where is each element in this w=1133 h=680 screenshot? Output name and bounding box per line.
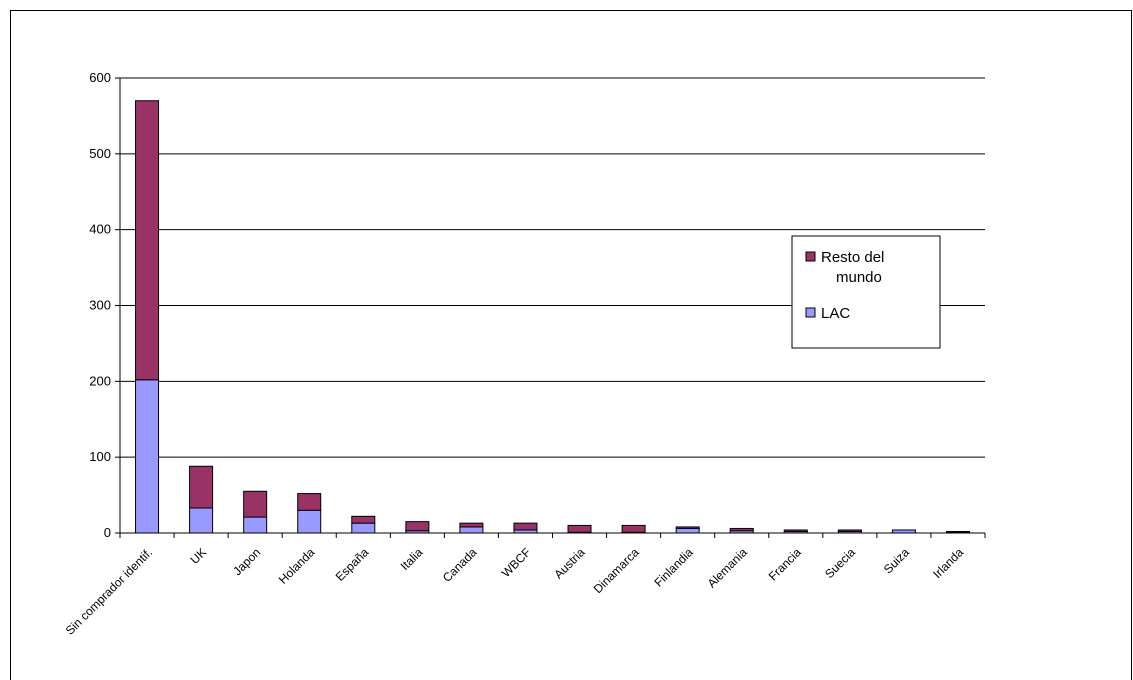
gridlines [120, 77, 985, 458]
bar-segment-lac [459, 526, 484, 534]
bar-segment-lac [297, 509, 322, 534]
bar-segment-resto-del-mundo [459, 522, 484, 528]
y-tick-label: 400 [89, 222, 111, 237]
y-tick-label: 500 [89, 146, 111, 161]
x-tick-label: Suecia [822, 545, 858, 581]
x-tick-label: España [333, 545, 372, 584]
bar-segment-resto-del-mundo [351, 515, 376, 524]
y-tick-label: 200 [89, 373, 111, 388]
bar-segment-resto-del-mundo [783, 529, 808, 532]
bar-segment-lac [135, 379, 160, 534]
legend-label-resto-line1: Resto del [821, 249, 884, 266]
y-tick-label: 300 [89, 298, 111, 313]
x-tick-label: Japon [230, 545, 263, 578]
bar-segment-resto-del-mundo [567, 524, 592, 533]
legend-swatch-lac [805, 307, 816, 318]
x-tick-label: Canada [440, 545, 480, 585]
bar-segment-resto-del-mundo [513, 522, 538, 531]
bar-segment-resto-del-mundo [243, 490, 268, 518]
x-tick-label: Austria [551, 545, 588, 582]
y-axis-ticks: 0 100 200 300 400 500 600 [89, 70, 120, 540]
x-axis-ticks: Sin comprador identif. UK Japon Holanda Espa… [63, 533, 986, 638]
x-tick-label: Alemania [705, 545, 751, 591]
x-tick-label: Italia [398, 545, 426, 573]
bar-segment-resto-del-mundo [297, 493, 322, 511]
bar-segment-lac [675, 527, 700, 534]
x-tick-label: Finlandia [651, 545, 696, 590]
x-tick-label: Suiza [881, 545, 912, 576]
x-tick-label: WBCF [499, 545, 534, 580]
x-tick-label: UK [188, 545, 210, 567]
bar-segment-resto-del-mundo [945, 530, 970, 533]
bar-segment-resto-del-mundo [405, 521, 430, 532]
x-tick-label: Dinamarca [591, 545, 642, 596]
legend: Resto del mundo LAC [791, 235, 941, 349]
legend-label-lac: LAC [821, 305, 850, 322]
y-tick-label: 0 [104, 525, 111, 540]
bar-segment-lac [189, 507, 214, 534]
legend-swatch-resto-del-mundo [805, 251, 816, 262]
x-tick-label: Irlanda [930, 545, 966, 581]
bar-segment-resto-del-mundo [135, 100, 160, 381]
bar-segment-resto-del-mundo [837, 529, 862, 532]
bar-segment-resto-del-mundo [675, 526, 700, 529]
bar-segment-resto-del-mundo [189, 465, 214, 509]
x-tick-label: Sin comprador identif. [63, 545, 155, 637]
legend-label-resto-line2: mundo [836, 269, 882, 286]
y-tick-label: 100 [89, 449, 111, 464]
bar-segment-lac [351, 522, 376, 534]
legend-box [791, 235, 941, 349]
y-tick-label: 600 [89, 70, 111, 85]
x-tick-label: Francia [766, 545, 804, 583]
bar-segment-resto-del-mundo [729, 527, 754, 532]
chart-frame [10, 10, 1132, 680]
bars [135, 100, 970, 534]
x-tick-label: Holanda [276, 545, 318, 587]
bar-segment-lac [243, 516, 268, 534]
bar-segment-resto-del-mundo [621, 524, 646, 533]
